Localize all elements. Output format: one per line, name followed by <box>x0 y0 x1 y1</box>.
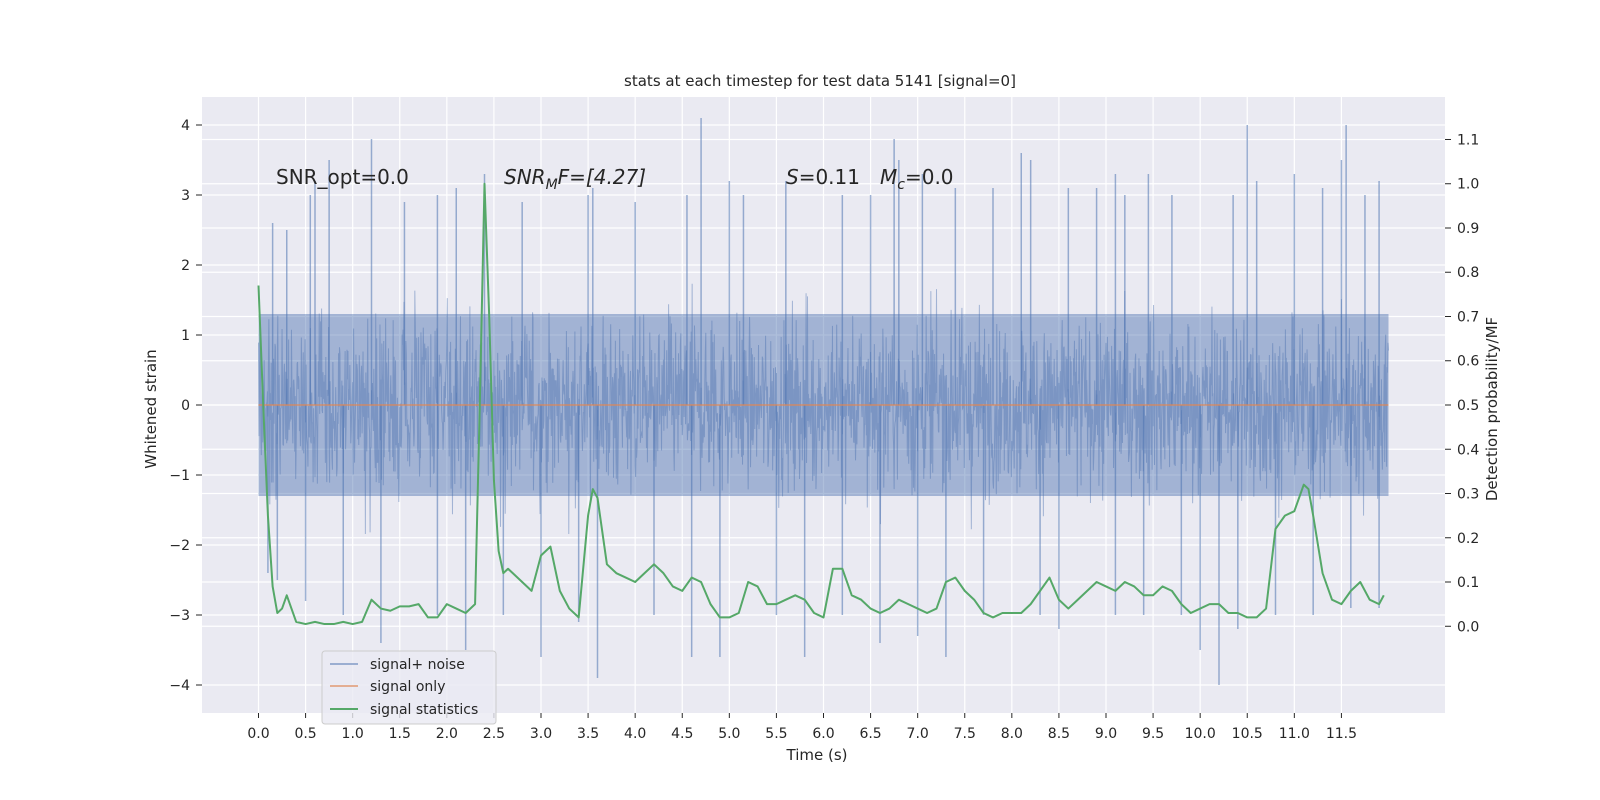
y-axis-right-ticks: 1.1 1.0 0.9 0.8 0.7 0.6 0.5 0.4 0.3 0.2 0.1 0.0 <box>1445 132 1479 635</box>
y-right-tick-label-8: 0.3 <box>1457 487 1479 503</box>
y-right-tick-label-0: 1.1 <box>1457 132 1479 148</box>
x-tick-label-11: 5.5 <box>765 726 787 742</box>
x-tick-label-13: 6.5 <box>859 726 881 742</box>
x-tick-label-7: 3.5 <box>577 726 599 742</box>
x-tick-label-0: 0.0 <box>247 726 269 742</box>
x-tick-label-9: 4.5 <box>671 726 693 742</box>
x-tick-label-19: 9.5 <box>1142 726 1164 742</box>
annotation-mc-value: =0.0 <box>905 165 954 189</box>
y-tick-label-4: 0 <box>181 398 190 414</box>
annotation-snr-mf-rest: F=[4.27] <box>558 165 646 189</box>
y-axis-label: Whitened strain <box>142 349 160 468</box>
x-tick-label-20: 10.0 <box>1185 726 1216 742</box>
legend: signal+ noise signal only signal statist… <box>321 650 497 725</box>
y-tick-label-1: 3 <box>181 188 190 204</box>
y-tick-label-8: −4 <box>169 678 190 694</box>
y-axis-ticks: 4 3 2 1 0 −1 −2 −3 −4 <box>169 118 202 694</box>
legend-box <box>321 650 497 725</box>
legend-label-signal-noise: signal+ noise <box>370 657 465 673</box>
x-tick-label-21: 10.5 <box>1232 726 1263 742</box>
y-tick-label-7: −3 <box>169 608 190 624</box>
x-tick-label-18: 9.0 <box>1095 726 1117 742</box>
y-right-tick-label-5: 0.6 <box>1457 354 1479 370</box>
y-right-tick-label-7: 0.4 <box>1457 442 1479 458</box>
annotation-mc-sub: c <box>897 177 905 193</box>
signal-noise-line <box>258 283 1389 535</box>
annotation-snr-mf-sub: M <box>546 177 558 193</box>
x-tick-label-6: 3.0 <box>530 726 552 742</box>
annotation-mc: Mc=0.0 <box>880 165 954 193</box>
annotation-snr-opt: SNR_opt=0.0 <box>276 165 409 189</box>
signal-statistics-series <box>257 182 1385 626</box>
x-tick-label-3: 1.5 <box>389 726 411 742</box>
x-tick-label-8: 4.0 <box>624 726 646 742</box>
x-axis-label: Time (s) <box>786 746 848 764</box>
chart-title: stats at each timestep for test data 514… <box>624 72 1016 90</box>
x-tick-label-16: 8.0 <box>1001 726 1023 742</box>
x-tick-label-5: 2.5 <box>483 726 505 742</box>
annotation-snr-mf: SNRMF=[4.27] <box>504 165 646 193</box>
y-right-tick-label-4: 0.7 <box>1457 309 1479 325</box>
signal-statistics-line <box>257 182 1385 626</box>
y-right-tick-label-1: 1.0 <box>1457 177 1479 193</box>
x-tick-label-14: 7.0 <box>907 726 929 742</box>
y-right-tick-label-10: 0.1 <box>1457 575 1479 591</box>
y-axis-right-label: Detection probability/MF <box>1483 317 1501 501</box>
annotation-s-value: =0.11 <box>799 165 860 189</box>
x-tick-label-15: 7.5 <box>954 726 976 742</box>
y-right-tick-label-9: 0.2 <box>1457 531 1479 547</box>
y-tick-label-6: −2 <box>169 538 190 554</box>
x-tick-label-12: 6.0 <box>812 726 834 742</box>
x-tick-label-10: 5.0 <box>718 726 740 742</box>
legend-label-signal-statistics: signal statistics <box>370 702 478 718</box>
y-right-tick-label-6: 0.5 <box>1457 398 1479 414</box>
x-tick-label-23: 11.5 <box>1326 726 1357 742</box>
x-tick-label-1: 0.5 <box>294 726 316 742</box>
y-right-tick-label-11: 0.0 <box>1457 619 1479 635</box>
x-tick-label-4: 2.0 <box>436 726 458 742</box>
y-tick-label-3: 1 <box>181 328 190 344</box>
y-tick-label-2: 2 <box>181 258 190 274</box>
y-tick-label-5: −1 <box>169 468 190 484</box>
x-tick-label-2: 1.0 <box>342 726 364 742</box>
x-axis-ticks: 0.0 0.5 1.0 1.5 2.0 2.5 3.0 3.5 4.0 4.5 5.0 5.5 6.0 6… <box>247 713 1357 742</box>
annotation-s-label: S <box>786 165 799 189</box>
annotation-mc-label: M <box>880 165 897 189</box>
annotation-s: S=0.11 <box>786 165 860 189</box>
y-right-tick-label-2: 0.9 <box>1457 221 1479 237</box>
legend-label-signal-only: signal only <box>370 679 445 695</box>
annotation-snr-mf-main: SNR <box>504 165 546 189</box>
y-right-tick-label-3: 0.8 <box>1457 265 1479 281</box>
x-tick-label-17: 8.5 <box>1048 726 1070 742</box>
y-tick-label-0: 4 <box>181 118 190 134</box>
x-tick-label-22: 11.0 <box>1279 726 1310 742</box>
